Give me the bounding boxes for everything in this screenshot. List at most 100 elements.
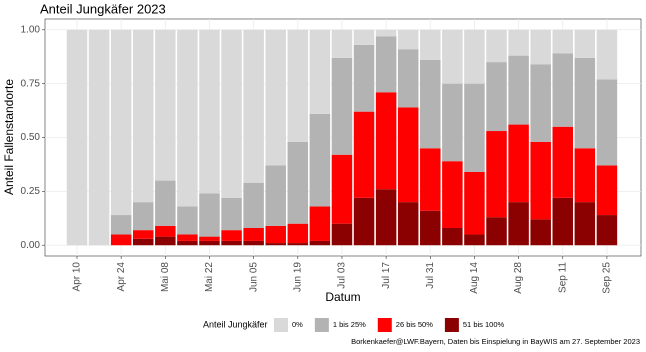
bar-segment — [265, 243, 286, 246]
bar-segment — [177, 234, 198, 241]
bar-segment — [221, 197, 242, 231]
bar-segment — [464, 29, 485, 84]
bar-segment — [420, 148, 441, 211]
bar-segment — [132, 29, 154, 203]
bar-segment — [442, 161, 463, 228]
bar-segment — [309, 206, 331, 241]
x-tick-label: Aug 28 — [513, 262, 524, 294]
bar-segment — [177, 29, 198, 207]
bar-segment — [574, 148, 596, 203]
x-tick-label: Jul 31 — [425, 262, 436, 289]
x-tick-label: Jun 05 — [248, 262, 259, 292]
bar-segment — [155, 236, 176, 246]
bar-segment — [508, 29, 529, 56]
y-tick-label: 0.50 — [21, 132, 41, 143]
y-tick-label: 0.00 — [21, 240, 41, 251]
legend-title: Anteil Jungkäfer — [203, 319, 268, 329]
legend-swatch — [444, 318, 459, 332]
chart-title: Anteil Jungkäfer 2023 — [40, 1, 166, 16]
bar-segment — [221, 230, 242, 241]
bar-segment — [397, 107, 419, 203]
bar-segment — [309, 240, 331, 246]
bar-segment — [442, 227, 463, 246]
caption: Borkenkaefer@LWF.Bayern, Daten bis Einsp… — [351, 337, 640, 346]
bar-segment — [287, 243, 309, 246]
bar-segment — [508, 202, 529, 246]
y-tick-label: 0.25 — [21, 186, 41, 197]
legend-label: 1 bis 25% — [333, 320, 366, 329]
x-tick-label: Aug 14 — [469, 262, 480, 294]
y-axis-label: Anteil Fallenstandorte — [2, 79, 16, 195]
bar-segment — [596, 215, 618, 246]
bar-segment — [486, 29, 507, 63]
legend-swatch — [377, 318, 392, 332]
bar-segment — [353, 197, 375, 246]
bar-segment — [265, 29, 286, 166]
bar-segment — [353, 29, 375, 45]
legend-label: 0% — [292, 320, 303, 329]
bar-segment — [199, 193, 220, 237]
bar-segment — [530, 219, 551, 246]
bar-segment — [397, 49, 419, 108]
legend-swatch — [314, 318, 329, 332]
bar-segment — [287, 223, 309, 244]
bar-segment — [331, 57, 353, 155]
x-tick-label: Sep 25 — [602, 262, 613, 294]
x-tick-label: Sep 11 — [557, 262, 568, 293]
bar-segment — [596, 79, 618, 166]
x-axis-label: Datum — [325, 290, 360, 304]
bar-segment — [464, 234, 485, 246]
bar-segment — [552, 53, 574, 127]
bar-segment — [155, 225, 176, 237]
bar-segment — [375, 36, 397, 93]
bar-segment — [486, 131, 507, 218]
bar-segment — [552, 197, 574, 246]
bar-segment — [287, 141, 309, 224]
x-tick-label: Apr 10 — [72, 262, 83, 292]
bar-segment — [596, 29, 618, 80]
bar-segment — [375, 29, 397, 37]
bar-segment — [243, 227, 264, 241]
bar-segment — [265, 165, 286, 226]
bar-segment — [110, 234, 132, 246]
x-tick-label: Jun 19 — [292, 262, 303, 292]
bar-segment — [331, 29, 353, 58]
bar-segment — [132, 230, 154, 239]
bar-segment — [574, 57, 596, 149]
bar-segment — [309, 29, 331, 114]
bar-segment — [596, 165, 618, 216]
x-tick-label: Mai 22 — [204, 262, 215, 292]
x-tick-label: Jul 17 — [381, 262, 392, 289]
bar-segment — [552, 29, 574, 54]
bar-segment — [530, 141, 551, 220]
bar-segment — [530, 64, 551, 142]
x-tick-label: Apr 24 — [116, 262, 127, 292]
bar-segment — [442, 29, 463, 84]
bar-segment — [464, 171, 485, 235]
bar-segment — [508, 55, 529, 125]
bar-segment — [199, 236, 220, 241]
bar-segment — [132, 202, 154, 231]
bar-segment — [574, 202, 596, 246]
bar-segment — [177, 206, 198, 235]
bar-segment — [353, 111, 375, 198]
bar-segment — [397, 29, 419, 50]
bar-segment — [88, 29, 110, 246]
bar-segment — [110, 29, 132, 216]
bar-segment — [287, 29, 309, 142]
bar-segment — [375, 92, 397, 190]
legend-label: 26 bis 50% — [396, 320, 433, 329]
bar-segment — [486, 62, 507, 132]
bar-segment — [243, 240, 264, 246]
bar-segment — [243, 29, 264, 183]
legend-swatch — [274, 318, 288, 332]
x-tick-label: Jul 03 — [337, 262, 348, 289]
bar-segment — [110, 215, 132, 235]
bar-segment — [221, 240, 242, 246]
bar-segment — [420, 59, 441, 149]
bar-segment — [508, 124, 529, 203]
bar-segment — [243, 182, 264, 228]
bar-segment — [486, 217, 507, 246]
legend-label: 51 bis 100% — [463, 320, 505, 329]
